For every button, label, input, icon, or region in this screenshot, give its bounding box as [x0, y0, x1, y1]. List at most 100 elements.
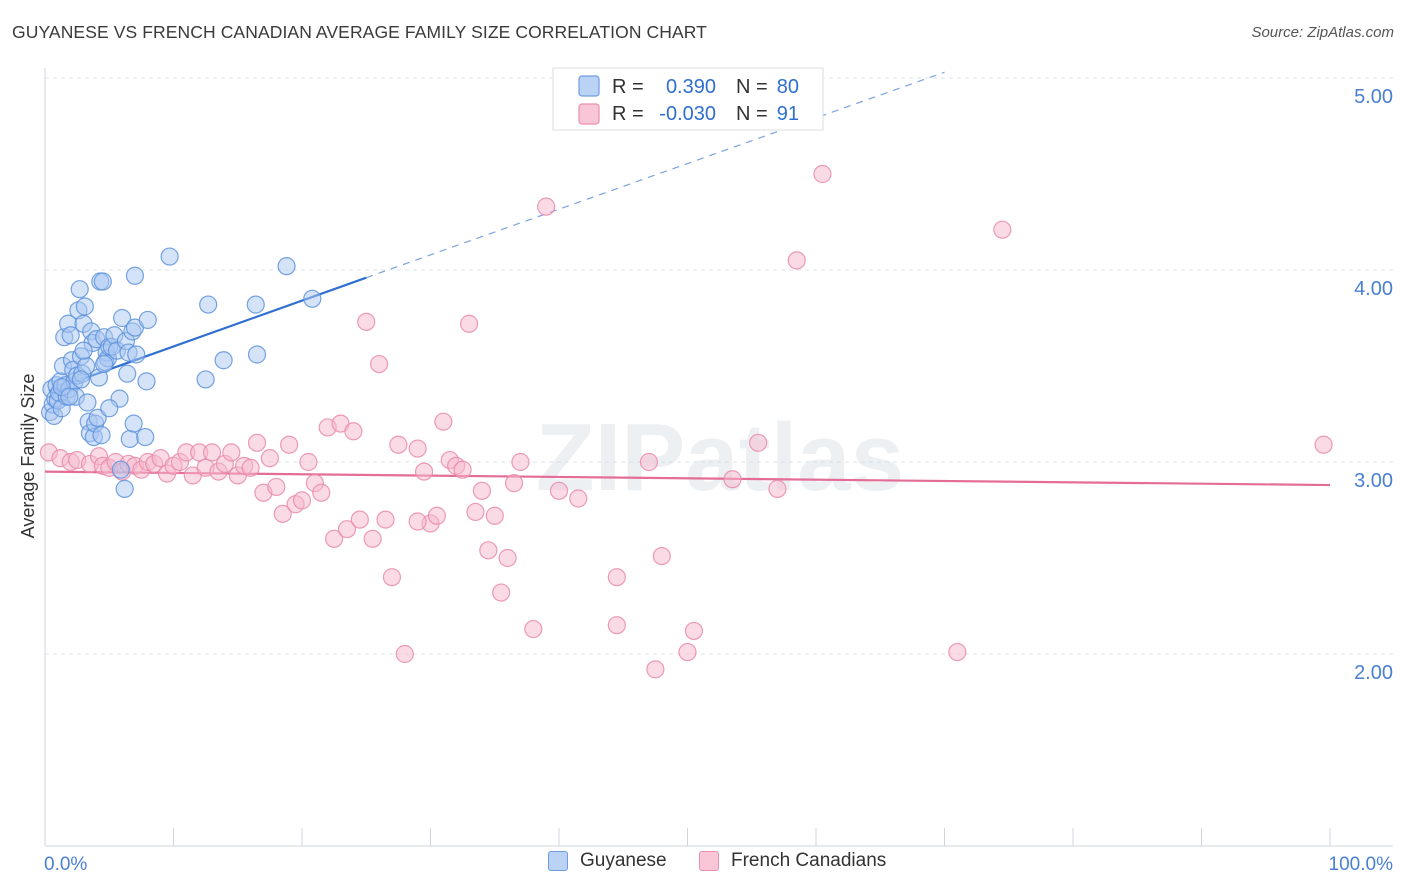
- french-canadian-point-67: [492, 583, 511, 602]
- y-axis-ticks: 2.00 3.00 4.00 5.00: [1354, 86, 1393, 684]
- guyanese-point-71: [247, 345, 267, 364]
- french-canadian-point-62: [459, 314, 479, 333]
- french-canadian-point-90: [408, 512, 427, 531]
- guyanese-point-52: [112, 308, 132, 328]
- french-canadian-point-46: [350, 510, 369, 529]
- y-tick-label-1: 3.00: [1354, 470, 1393, 492]
- legend-r-value-1: 0.390: [666, 76, 716, 98]
- correlation-legend: R = 0.390 N = 80 R = -0.030 N = 91: [552, 67, 824, 131]
- guyanese-point-68: [199, 295, 218, 314]
- legend-r-value-2: -0.030: [659, 103, 716, 125]
- french-canadian-point-71: [524, 619, 543, 639]
- french-canadian-point-65: [479, 541, 498, 560]
- legend-swatch-icon: [699, 851, 719, 871]
- french-canadian-point-42: [325, 529, 344, 548]
- guyanese-point-59: [124, 414, 143, 433]
- guyanese-point-23: [70, 280, 89, 299]
- y-tick-label-2: 4.00: [1354, 278, 1393, 300]
- french-canadian-point-89: [1314, 435, 1333, 454]
- french-canadian-point-29: [241, 458, 260, 477]
- data-points: [39, 164, 1333, 679]
- french-canadian-point-33: [267, 477, 286, 497]
- guyanese-point-77: [60, 387, 79, 406]
- legend-label-french-canadians: French Canadians: [731, 850, 887, 871]
- french-canadian-point-26: [222, 443, 241, 462]
- guyanese-point-57: [120, 429, 139, 449]
- guyanese-point-79: [74, 341, 93, 360]
- guyanese-point-62: [125, 266, 145, 285]
- french-canadian-point-48: [363, 529, 382, 548]
- guyanese-point-64: [137, 372, 156, 391]
- french-canadian-point-45: [344, 422, 363, 441]
- guyanese-point-76: [95, 354, 114, 374]
- legend-n-label-1: N =: [736, 76, 768, 98]
- french-canadian-point-32: [260, 449, 279, 468]
- french-canadian-point-78: [652, 546, 671, 566]
- guyanese-trend-extension: [366, 71, 945, 279]
- french-canadian-point-70: [511, 452, 530, 472]
- french-canadian-trend-line: [44, 470, 1331, 487]
- french-canadian-point-58: [434, 412, 453, 431]
- legend-n-value-1: 80: [777, 76, 799, 98]
- guyanese-point-72: [277, 257, 296, 276]
- french-canadian-point-61: [453, 460, 472, 479]
- french-canadian-point-37: [292, 491, 312, 510]
- legend-swatch-guyanese: [578, 75, 600, 97]
- guyanese-point-41: [93, 272, 112, 291]
- x-tick-label-0: 0.0%: [44, 854, 87, 875]
- french-canadian-point-87: [948, 642, 967, 662]
- french-canadian-point-64: [472, 481, 491, 500]
- french-canadian-point-51: [382, 568, 402, 587]
- guyanese-point-40: [92, 426, 111, 445]
- guyanese-point-67: [196, 370, 215, 389]
- guyanese-point-63: [136, 427, 155, 447]
- french-canadian-point-84: [768, 479, 787, 498]
- french-canadian-point-68: [498, 548, 517, 568]
- french-canadian-point-82: [723, 470, 742, 489]
- french-canadian-point-74: [569, 489, 588, 508]
- french-canadian-point-49: [370, 354, 389, 374]
- french-canadian-point-40: [312, 483, 331, 502]
- chart-title: GUYANESE VS FRENCH CANADIAN AVERAGE FAMI…: [12, 22, 707, 42]
- french-canadian-point-44: [337, 520, 357, 539]
- guyanese-point-73: [303, 289, 322, 308]
- legend-item-french-canadians: French Canadians: [699, 850, 886, 872]
- guyanese-point-75: [71, 370, 91, 389]
- french-canadian-point-63: [466, 502, 485, 522]
- guyanese-point-69: [214, 351, 233, 370]
- guyanese-point-27: [75, 297, 94, 316]
- legend-n-value-2: 91: [777, 103, 799, 125]
- french-canadian-point-50: [376, 510, 395, 529]
- guyanese-point-61: [127, 345, 146, 364]
- y-axis-label: Average Family Size: [18, 374, 38, 539]
- guyanese-point-66: [160, 247, 179, 266]
- french-canadian-point-52: [389, 435, 408, 454]
- y-tick-label-3: 5.00: [1354, 86, 1393, 108]
- source-label: Source: ZipAtlas.com: [1251, 24, 1394, 41]
- french-canadian-point-34: [273, 504, 292, 523]
- french-canadian-point-57: [427, 506, 447, 525]
- french-canadian-point-54: [408, 439, 427, 458]
- french-canadian-point-73: [549, 481, 569, 500]
- french-canadian-point-66: [485, 506, 504, 525]
- french-canadian-point-35: [280, 435, 299, 454]
- french-canadian-point-88: [993, 220, 1012, 239]
- guyanese-point-55: [118, 364, 137, 383]
- legend-r-label-2: R =: [612, 103, 644, 125]
- guyanese-point-16: [61, 326, 80, 345]
- y-tick-label-0: 2.00: [1354, 662, 1393, 684]
- french-canadian-point-83: [749, 433, 768, 452]
- french-canadian-point-81: [684, 621, 704, 641]
- x-axis-ticks: 0.0% 100.0%: [44, 854, 1393, 875]
- french-canadian-point-53: [395, 644, 414, 664]
- french-canadian-point-47: [357, 312, 376, 331]
- legend-item-guyanese: Guyanese: [548, 850, 667, 872]
- french-canadian-point-76: [607, 616, 626, 635]
- legend-swatch-french-canadians: [578, 103, 600, 125]
- french-canadian-point-79: [646, 660, 665, 679]
- guyanese-point-70: [246, 295, 265, 314]
- french-canadian-point-80: [678, 642, 697, 662]
- guyanese-point-53: [115, 479, 134, 498]
- french-canadian-point-72: [537, 197, 556, 216]
